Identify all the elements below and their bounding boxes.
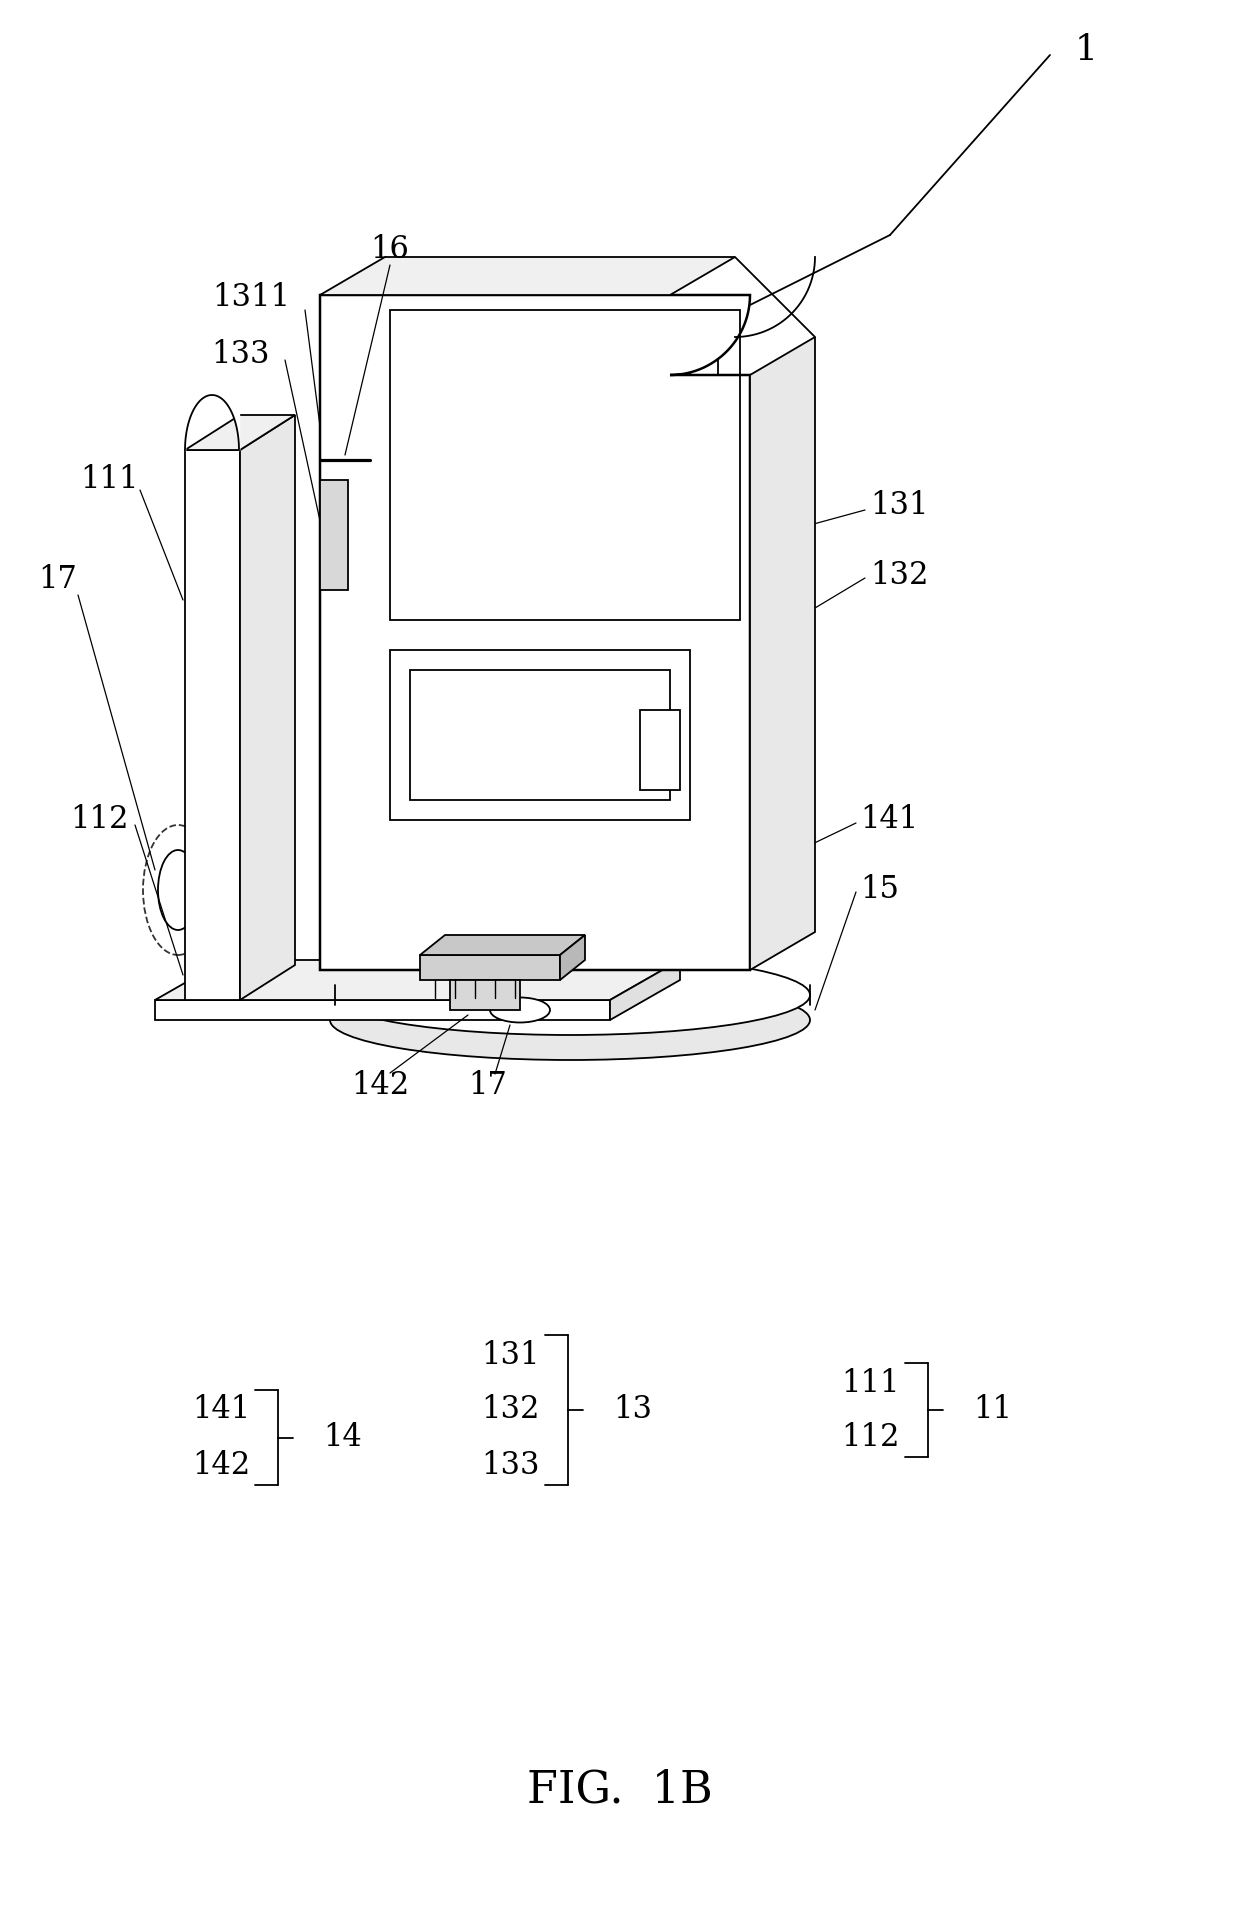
Text: 112: 112 [71, 804, 129, 835]
Ellipse shape [143, 825, 213, 955]
Text: 132: 132 [481, 1394, 539, 1425]
Text: 13: 13 [613, 1394, 652, 1425]
Polygon shape [610, 961, 680, 1020]
Text: 1: 1 [1075, 32, 1097, 67]
Text: 11: 11 [973, 1394, 1012, 1425]
Text: 133: 133 [481, 1450, 539, 1480]
Ellipse shape [157, 850, 198, 930]
Polygon shape [155, 1001, 610, 1020]
Text: 131: 131 [481, 1339, 539, 1371]
Text: 142: 142 [192, 1450, 250, 1480]
Text: 16: 16 [371, 235, 409, 265]
Bar [640, 711, 680, 791]
Polygon shape [155, 961, 680, 1001]
Text: 133: 133 [212, 340, 270, 371]
Text: 17: 17 [38, 565, 77, 596]
Text: 111: 111 [81, 464, 139, 495]
Text: 111: 111 [842, 1368, 900, 1398]
Ellipse shape [330, 955, 810, 1035]
Polygon shape [185, 451, 241, 1001]
Text: 132: 132 [870, 560, 929, 590]
Bar [450, 980, 520, 1010]
Polygon shape [320, 258, 735, 294]
Polygon shape [750, 336, 815, 970]
Bar [320, 479, 348, 590]
Text: 141: 141 [861, 804, 919, 835]
Text: 17: 17 [469, 1070, 507, 1100]
Polygon shape [420, 936, 585, 955]
Text: 112: 112 [842, 1421, 900, 1452]
Bar [420, 955, 560, 980]
Ellipse shape [490, 997, 551, 1022]
Text: 14: 14 [322, 1423, 362, 1454]
Polygon shape [560, 936, 585, 980]
Polygon shape [241, 414, 295, 1001]
Bar [391, 649, 689, 819]
Ellipse shape [330, 980, 810, 1060]
Text: FIG.  1B: FIG. 1B [527, 1769, 713, 1811]
Text: 131: 131 [870, 489, 929, 521]
Text: 15: 15 [861, 875, 899, 905]
Bar [391, 309, 740, 621]
Text: 141: 141 [192, 1394, 250, 1425]
Text: 142: 142 [351, 1070, 409, 1100]
Text: 1311: 1311 [212, 283, 290, 313]
Bar [410, 670, 670, 800]
Polygon shape [185, 414, 295, 451]
Polygon shape [320, 294, 750, 970]
